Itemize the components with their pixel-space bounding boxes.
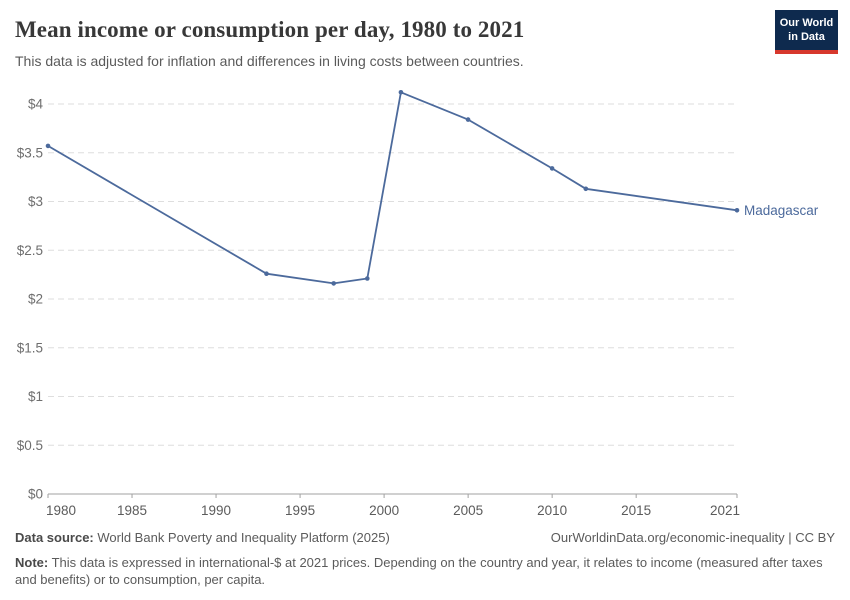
y-tick-label: $0 — [28, 487, 43, 502]
x-tick-label: 1990 — [201, 503, 231, 518]
x-tick-label: 1985 — [117, 503, 147, 518]
owid-logo[interactable]: Our World in Data — [775, 10, 838, 54]
chart-footer: Data source: World Bank Poverty and Ineq… — [15, 529, 835, 589]
x-tick-label: 2005 — [453, 503, 483, 518]
chart-note: Note: This data is expressed in internat… — [15, 554, 835, 589]
chart-title: Mean income or consumption per day, 1980… — [15, 17, 525, 42]
y-tick-label: $2 — [28, 292, 43, 307]
data-point[interactable] — [398, 90, 404, 95]
data-point[interactable] — [264, 271, 269, 277]
x-tick-label: 2021 — [710, 503, 740, 518]
line-chart-canvas[interactable]: $0 $0.5 $1 $1.5 $2 $2.5 $3 $3.5 $4 1980 1985 1990 19… — [0, 78, 850, 526]
y-tick-label: $1 — [28, 389, 43, 404]
data-point[interactable] — [549, 166, 555, 171]
owid-logo-redbar — [775, 49, 838, 54]
x-tick-label: 2000 — [369, 503, 399, 518]
data-point[interactable] — [583, 186, 589, 192]
data-source-text: World Bank Poverty and Inequality Platfo… — [93, 530, 390, 545]
note-label: Note: — [15, 554, 49, 570]
x-tick-label: 2010 — [537, 503, 567, 518]
x-tick-label: 2015 — [621, 503, 651, 518]
owid-url-link[interactable]: OurWorldinData.org/economic-inequality |… — [550, 530, 835, 545]
y-tick-label: $0.5 — [17, 438, 43, 453]
chart-header: Mean income or consumption per day, 1980… — [0, 0, 850, 70]
y-tick-label: $4 — [28, 97, 44, 112]
data-point[interactable] — [465, 117, 471, 122]
data-point[interactable] — [734, 208, 740, 213]
series-end-label[interactable]: Madagascar — [744, 203, 819, 218]
data-source: Data source: World Bank Poverty and Ineq… — [15, 529, 390, 547]
x-tick-label: 1980 — [46, 503, 76, 518]
owid-logo-line1: Our World — [779, 17, 834, 29]
data-line-madagascar[interactable] — [47, 91, 738, 285]
data-point[interactable] — [331, 281, 337, 286]
y-tick-label: $1.5 — [17, 340, 43, 355]
y-tick-label: $3.5 — [17, 145, 43, 160]
data-point[interactable] — [365, 276, 370, 281]
data-source-label: Data source: — [15, 530, 94, 545]
owid-logo-line2: in Data — [788, 31, 825, 44]
chart-subtitle: This data is adjusted for inflation and … — [15, 52, 524, 69]
x-tick-label: 1995 — [285, 503, 315, 518]
owid-logo-text: Our World in Data — [775, 10, 838, 50]
y-tick-label: $2.5 — [17, 243, 43, 258]
data-point[interactable] — [45, 143, 51, 149]
y-tick-label: $3 — [28, 194, 43, 209]
note-text: This data is expressed in international-… — [15, 554, 823, 588]
